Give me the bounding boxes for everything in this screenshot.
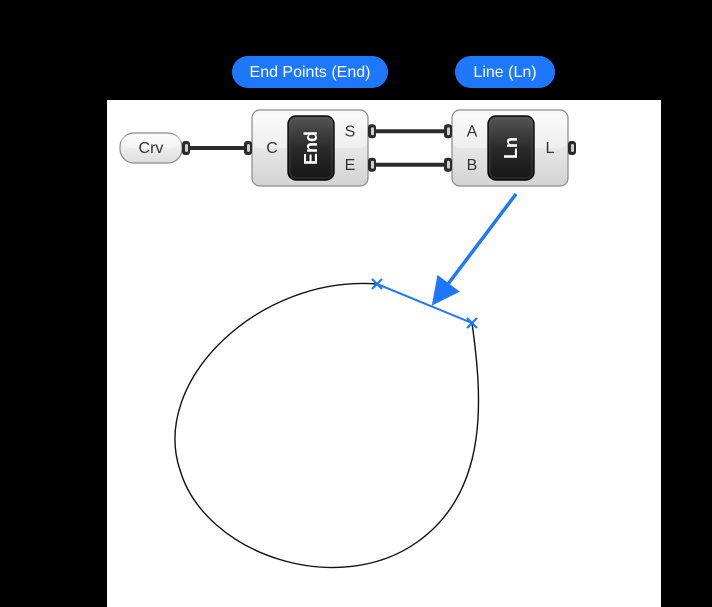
line-node[interactable]: Ln AB L <box>444 110 576 186</box>
end-tooltip: End Points (End) <box>232 56 388 88</box>
end-port-E: E <box>345 157 356 174</box>
end-port-C: C <box>266 140 278 157</box>
crv-label: Crv <box>139 140 164 157</box>
line-chip-label: Ln <box>501 137 521 159</box>
line-port-A: A <box>467 123 478 140</box>
line-tooltip: Line (Ln) <box>455 56 555 88</box>
line-port-B: B <box>467 157 478 174</box>
tooltip-label: End Points (End) <box>250 64 371 81</box>
end-chip-label: End <box>301 131 321 165</box>
graph-canvas <box>107 100 661 607</box>
end-port-S: S <box>345 123 356 140</box>
end-node[interactable]: End C SE <box>244 110 376 186</box>
tooltip-label: Line (Ln) <box>473 64 536 81</box>
line-port-L: L <box>546 140 555 157</box>
